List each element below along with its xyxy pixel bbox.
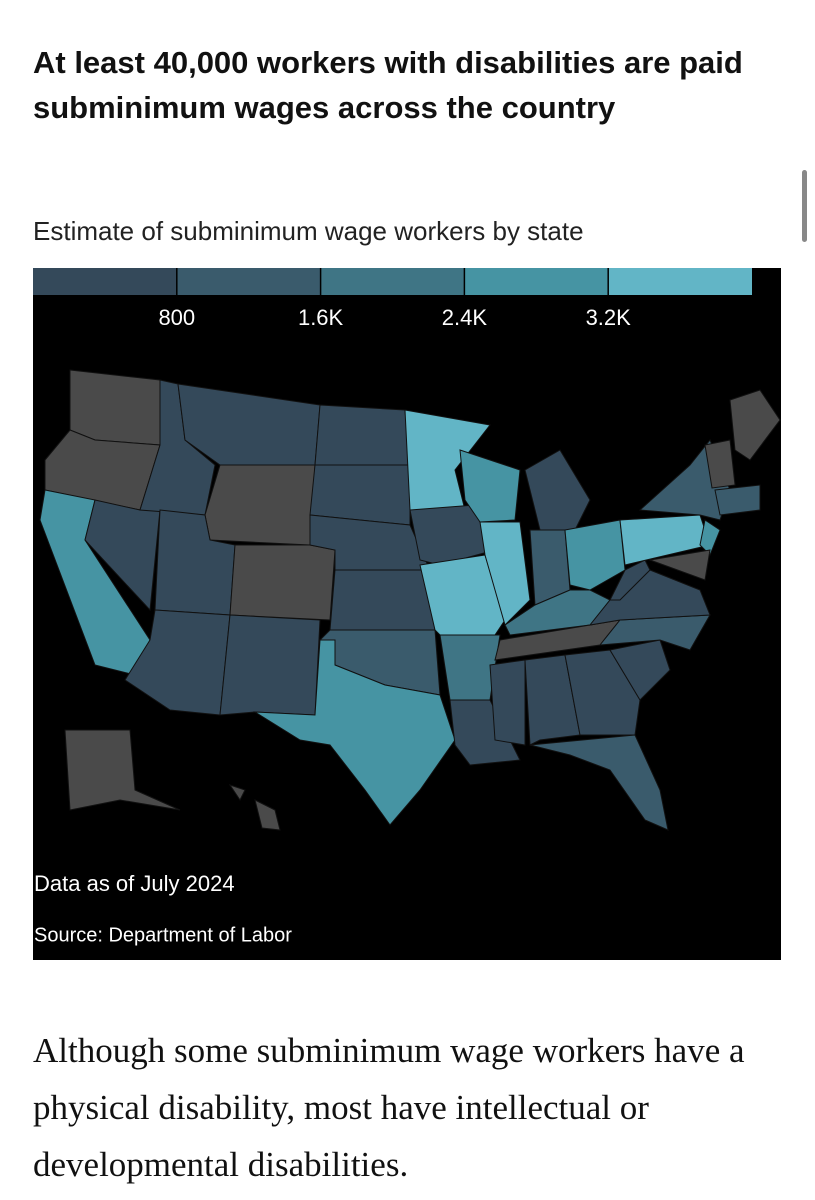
state	[253, 639, 456, 826]
state	[228, 784, 246, 801]
state	[64, 729, 181, 811]
state	[524, 654, 581, 746]
state	[329, 569, 436, 631]
state	[729, 389, 781, 461]
source-note: Source: Department of Labor	[34, 924, 292, 946]
state	[69, 369, 161, 446]
legend-swatch	[320, 268, 465, 295]
state	[704, 439, 736, 489]
state	[254, 799, 281, 831]
state	[648, 549, 711, 581]
date-note: Data as of July 2024	[34, 871, 235, 896]
state	[564, 519, 626, 591]
state	[504, 589, 611, 636]
map-panel: Data as of July 2024 Source: Department …	[33, 268, 781, 960]
legend-swatch	[33, 268, 177, 295]
state	[564, 649, 641, 736]
state	[489, 659, 526, 746]
state	[609, 639, 671, 701]
state	[609, 559, 651, 601]
state	[314, 404, 411, 466]
subtitle: Estimate of subminimum wage workers by s…	[33, 216, 584, 246]
state	[449, 699, 521, 766]
legend-swatch	[464, 268, 609, 295]
legend-swatch	[176, 268, 321, 295]
state	[219, 614, 321, 716]
state	[529, 734, 669, 831]
body-text: Although some subminimum wage workers ha…	[33, 1031, 745, 1184]
title: At least 40,000 workers with disabilitie…	[33, 45, 743, 125]
legend-label: 3.2K	[586, 305, 632, 330]
legend-label: 800	[158, 305, 195, 330]
map: Data as of July 2024 Source: Department …	[33, 268, 781, 946]
scrollbar	[802, 170, 807, 242]
legend-swatch	[608, 268, 752, 295]
state	[524, 449, 591, 531]
state	[714, 484, 761, 516]
state	[84, 499, 161, 612]
state	[229, 544, 336, 621]
state	[699, 519, 721, 556]
legend-label: 2.4K	[442, 305, 488, 330]
state	[598, 614, 711, 651]
state	[404, 409, 491, 511]
legend-label: 1.6K	[298, 305, 344, 330]
state	[459, 449, 521, 523]
state	[479, 521, 531, 626]
state	[204, 464, 316, 546]
